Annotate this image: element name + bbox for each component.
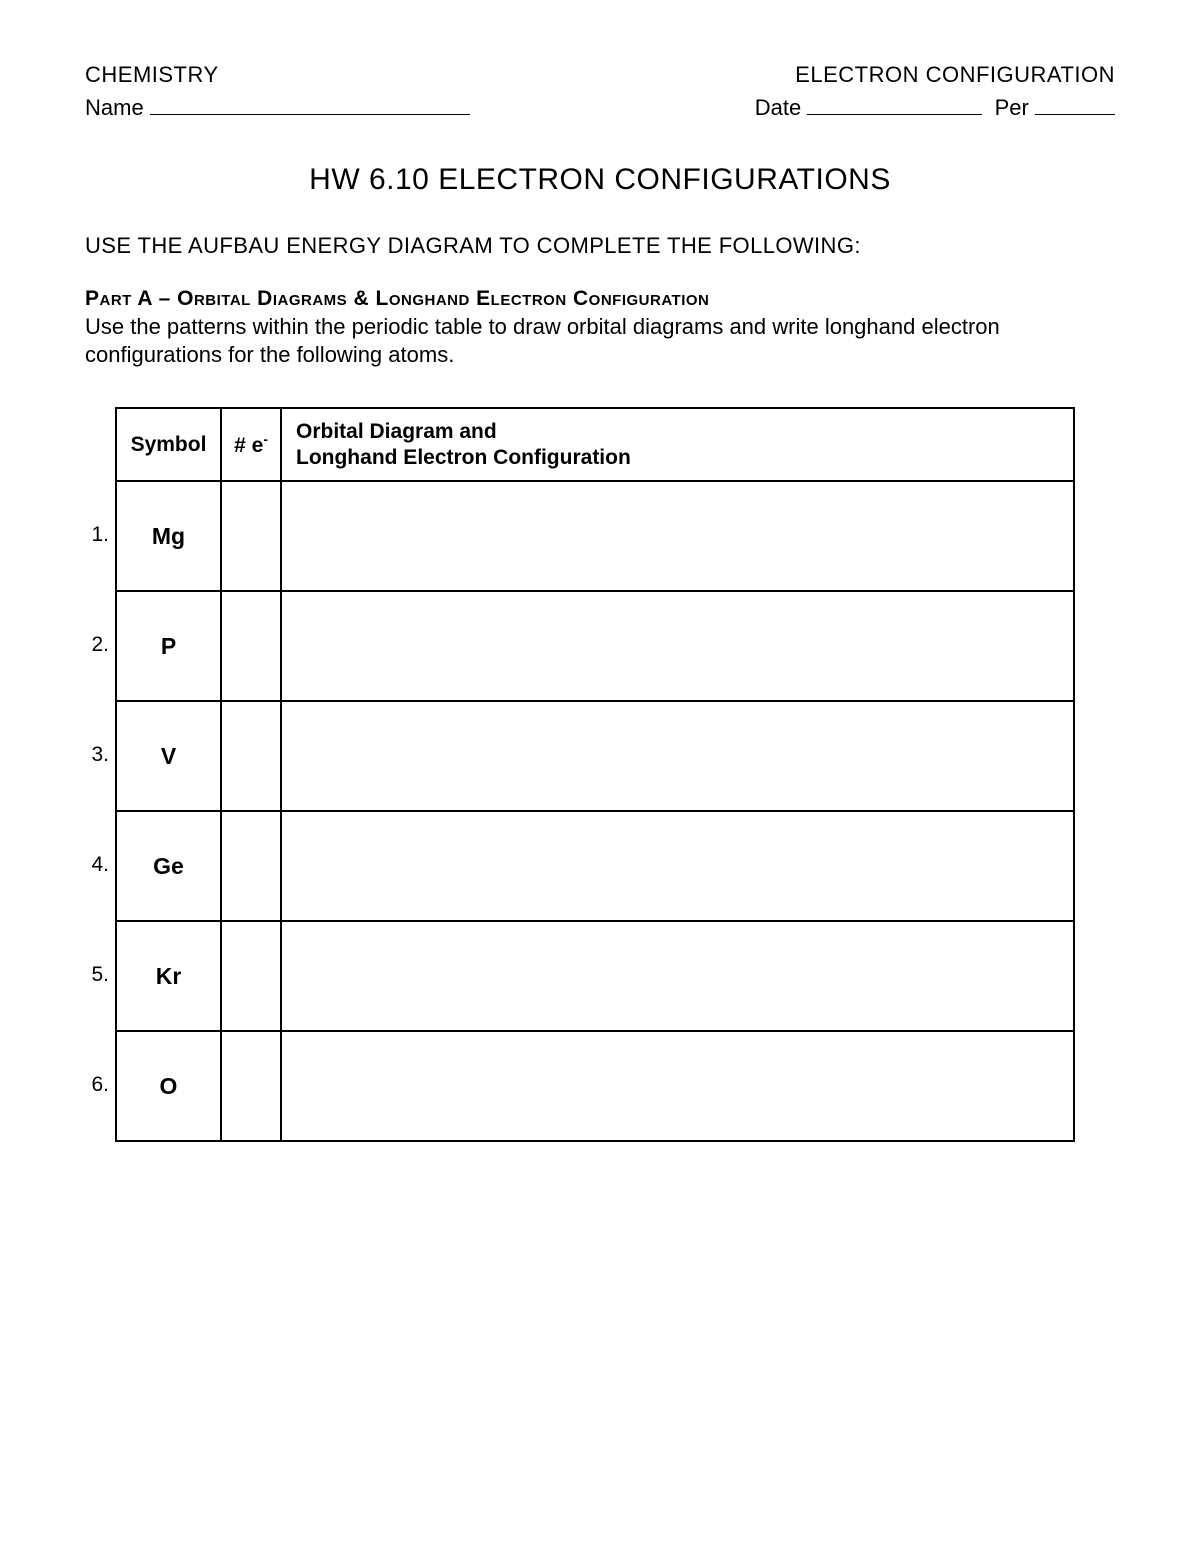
col-header-electrons: # e-: [221, 408, 281, 481]
name-label: Name: [85, 95, 144, 120]
cell-symbol: Kr: [116, 921, 221, 1031]
per-label: Per: [995, 95, 1029, 120]
name-blank[interactable]: [150, 92, 470, 115]
cell-electrons[interactable]: [221, 481, 281, 591]
row-number: 3.: [85, 700, 115, 810]
cell-orbital[interactable]: [281, 1031, 1074, 1141]
part-a-body: Use the patterns within the periodic tab…: [85, 313, 1115, 369]
worksheet-page: CHEMISTRY ELECTRON CONFIGURATION Name Da…: [0, 0, 1200, 1553]
name-field: Name: [85, 92, 470, 121]
topic-label: ELECTRON CONFIGURATION: [795, 62, 1115, 88]
electrons-suffix: -: [263, 432, 268, 447]
page-subheader: Name Date Per: [85, 92, 1115, 121]
table-row: V: [116, 701, 1074, 811]
cell-orbital[interactable]: [281, 921, 1074, 1031]
row-number-spacer: [85, 407, 115, 480]
cell-electrons[interactable]: [221, 591, 281, 701]
cell-orbital[interactable]: [281, 591, 1074, 701]
cell-symbol: P: [116, 591, 221, 701]
col-header-symbol: Symbol: [116, 408, 221, 481]
cell-orbital[interactable]: [281, 481, 1074, 591]
row-number: 6.: [85, 1030, 115, 1140]
row-number: 4.: [85, 810, 115, 920]
date-label: Date: [755, 95, 801, 120]
orbital-line2: Longhand Electron Configuration: [296, 446, 631, 469]
table-header-row: Symbol # e- Orbital Diagram and Longhand…: [116, 408, 1074, 481]
cell-electrons[interactable]: [221, 1031, 281, 1141]
cell-orbital[interactable]: [281, 701, 1074, 811]
cell-symbol: V: [116, 701, 221, 811]
table-row: Mg: [116, 481, 1074, 591]
row-number: 1.: [85, 480, 115, 590]
date-per-field: Date Per: [755, 92, 1115, 121]
worksheet-table: Symbol # e- Orbital Diagram and Longhand…: [115, 407, 1075, 1142]
part-a-heading-row: Part A – Orbital Diagrams & Longhand Ele…: [85, 287, 1115, 311]
part-a-label: Part A – Orbital Diagrams & Longhand Ele…: [85, 287, 709, 310]
table-row: O: [116, 1031, 1074, 1141]
row-number: 5.: [85, 920, 115, 1030]
cell-electrons[interactable]: [221, 811, 281, 921]
instruction-line: USE THE AUFBAU ENERGY DIAGRAM TO COMPLET…: [85, 233, 1115, 259]
cell-orbital[interactable]: [281, 811, 1074, 921]
date-blank[interactable]: [807, 92, 982, 115]
table-row: P: [116, 591, 1074, 701]
cell-electrons[interactable]: [221, 921, 281, 1031]
row-number: 2.: [85, 590, 115, 700]
cell-symbol: Ge: [116, 811, 221, 921]
worksheet-title: HW 6.10 ELECTRON CONFIGURATIONS: [85, 163, 1115, 197]
col-header-orbital: Orbital Diagram and Longhand Electron Co…: [281, 408, 1074, 481]
per-blank[interactable]: [1035, 92, 1115, 115]
table-wrapper: 1. 2. 3. 4. 5. 6. Symbol # e- Orbit: [85, 407, 1115, 1142]
cell-symbol: Mg: [116, 481, 221, 591]
electrons-prefix: # e: [234, 434, 263, 457]
row-number-gutter: 1. 2. 3. 4. 5. 6.: [85, 407, 115, 1142]
table-row: Ge: [116, 811, 1074, 921]
cell-symbol: O: [116, 1031, 221, 1141]
cell-electrons[interactable]: [221, 701, 281, 811]
orbital-line1: Orbital Diagram and: [296, 420, 497, 443]
page-header: CHEMISTRY ELECTRON CONFIGURATION: [85, 62, 1115, 88]
subject-label: CHEMISTRY: [85, 62, 219, 88]
table-row: Kr: [116, 921, 1074, 1031]
